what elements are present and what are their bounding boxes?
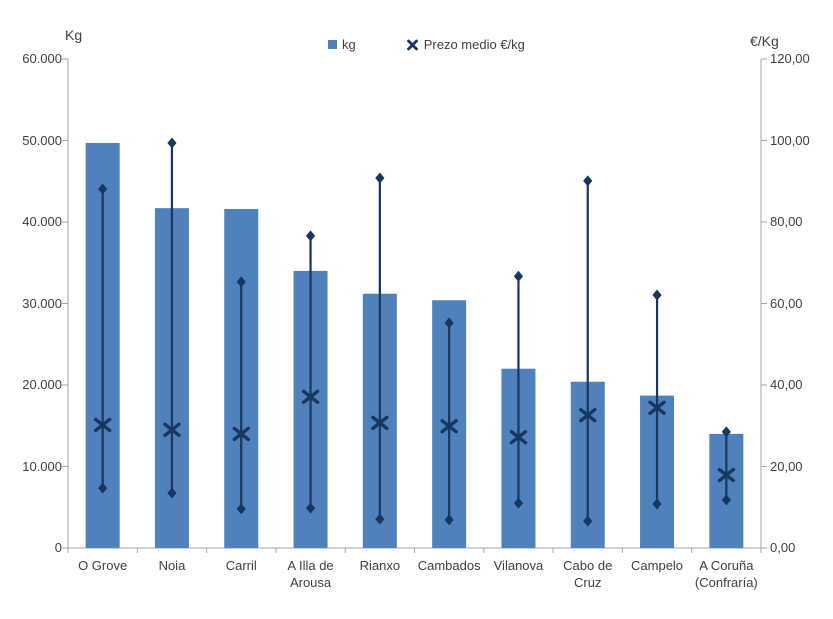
left-axis-tick-label: 30.000 bbox=[22, 295, 62, 311]
price-min-marker bbox=[98, 482, 108, 494]
price-min-marker bbox=[167, 487, 177, 499]
right-axis-tick-label: 60,00 bbox=[770, 295, 803, 311]
right-axis-tick-label: 100,00 bbox=[770, 132, 810, 148]
price-max-marker bbox=[375, 172, 385, 184]
price-max-marker bbox=[444, 317, 454, 329]
right-axis-tick-labels: 120,00 100,00 80,00 60,00 40,00 20,00 0,00 bbox=[770, 0, 832, 619]
bar-series-swatch-icon bbox=[328, 40, 337, 49]
right-axis-tick-label: 80,00 bbox=[770, 214, 803, 229]
price-max-marker bbox=[652, 289, 662, 301]
left-axis-tick-label: 10.000 bbox=[22, 458, 62, 474]
chart-legend: kg Prezo medio €/kg bbox=[328, 37, 525, 52]
left-axis-tick-label: 20.000 bbox=[22, 377, 62, 392]
price-max-marker bbox=[513, 270, 524, 282]
price-mean-marker bbox=[371, 415, 389, 431]
left-axis-tick-label: 40.000 bbox=[22, 214, 62, 229]
price-min-marker bbox=[305, 502, 316, 514]
price-min-marker bbox=[721, 494, 731, 506]
right-axis-tick-label: 20,00 bbox=[770, 458, 803, 474]
right-axis-tick-label: 0,00 bbox=[770, 540, 796, 555]
price-mean-marker bbox=[648, 400, 666, 416]
price-mean-marker bbox=[717, 467, 736, 483]
price-max-marker bbox=[236, 276, 246, 288]
left-axis-title: Kg bbox=[65, 27, 83, 43]
price-min-marker bbox=[583, 515, 593, 527]
price-max-marker bbox=[583, 175, 593, 187]
right-axis-tick-label: 120,00 bbox=[770, 51, 810, 66]
price-mean-marker bbox=[232, 426, 250, 442]
price-max-marker bbox=[305, 230, 316, 242]
x-marker-icon bbox=[406, 39, 418, 51]
legend-label-price: Prezo medio €/kg bbox=[423, 37, 525, 52]
right-axis-tick-label: 40,00 bbox=[770, 377, 803, 392]
price-max-marker bbox=[98, 183, 108, 195]
left-axis-tick-label: 50.000 bbox=[22, 132, 62, 148]
price-min-marker bbox=[375, 513, 385, 525]
price-mean-marker bbox=[579, 407, 597, 423]
left-axis-tick-labels: 60.000 50.000 40.000 30.000 20.000 10.000 0 bbox=[0, 0, 62, 619]
legend-item-price: Prezo medio €/kg bbox=[406, 37, 525, 52]
price-mean-marker bbox=[509, 429, 528, 445]
left-axis-tick-label: 0 bbox=[54, 540, 62, 555]
price-min-marker bbox=[652, 498, 662, 510]
left-axis-tick-label: 60.000 bbox=[22, 51, 62, 66]
price-max-marker bbox=[167, 137, 177, 149]
price-min-marker bbox=[513, 497, 524, 509]
price-mean-marker bbox=[93, 417, 112, 433]
price-max-marker bbox=[721, 426, 731, 438]
legend-label-kg: kg bbox=[342, 37, 356, 52]
legend-item-kg: kg bbox=[328, 37, 356, 52]
price-mean-marker bbox=[163, 422, 181, 438]
right-axis-title: €/Kg bbox=[750, 33, 779, 49]
price-min-marker bbox=[444, 514, 454, 526]
price-min-marker bbox=[236, 503, 246, 515]
price-mean-marker bbox=[440, 418, 458, 434]
price-mean-marker bbox=[301, 389, 320, 405]
